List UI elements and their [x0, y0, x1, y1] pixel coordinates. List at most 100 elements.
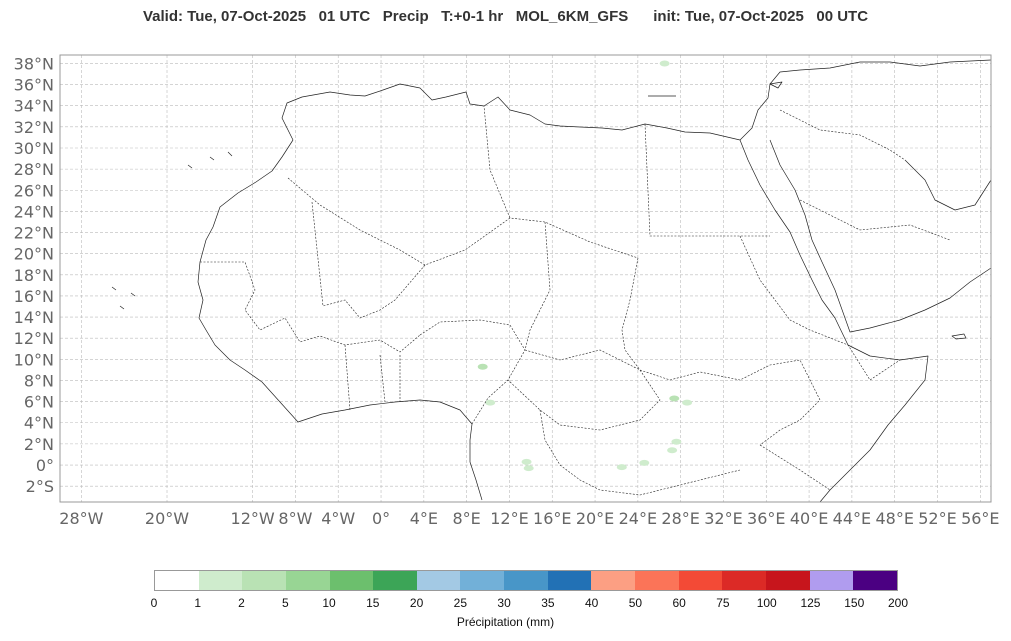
- country-borders: [200, 105, 951, 496]
- lon-tick-label: 48°E: [875, 509, 913, 528]
- colorbar-tick: 25: [453, 596, 468, 610]
- colorbar-tick: 150: [844, 596, 865, 610]
- precip-cell: [667, 447, 678, 454]
- precip-cell: [669, 395, 680, 402]
- colorbar-tick: 0: [150, 596, 158, 610]
- socotra: [951, 333, 967, 340]
- lat-tick-label: 38°N: [14, 54, 54, 73]
- coastlines: [111, 59, 992, 503]
- border-congo: [539, 409, 741, 496]
- colorbar-tick: 30: [497, 596, 511, 610]
- map-title: Valid: Tue, 07-Oct-2025 01 UTC Precip T:…: [142, 8, 869, 25]
- lon-tick-label: 28°E: [661, 509, 699, 528]
- lat-tick-label: 4°N: [24, 414, 54, 433]
- colorbar-segment: [285, 571, 330, 590]
- canary-islands: [187, 151, 233, 169]
- colorbar-title: Précipitation (mm): [456, 615, 555, 629]
- border-sudan-south: [669, 359, 821, 446]
- lon-tick-label: 52°E: [918, 509, 956, 528]
- border-mali: [311, 201, 426, 319]
- lon-tick-label: 8°W: [278, 509, 312, 528]
- lat-tick-label: 30°N: [14, 139, 54, 158]
- colorbar-segment: [373, 571, 417, 590]
- map-frame: [59, 54, 992, 503]
- border-algeria-libya: [483, 105, 511, 219]
- lat-tick-label: 32°N: [14, 118, 54, 137]
- border-east: [759, 444, 831, 491]
- coastline-north-africa: [281, 59, 992, 141]
- precip-cell: [659, 60, 670, 67]
- border-car: [507, 349, 661, 431]
- coastline-persian-gulf: [904, 159, 992, 211]
- lon-tick-label: 16°E: [533, 509, 571, 528]
- colorbar-segment: [242, 571, 286, 590]
- graticule: [60, 55, 991, 502]
- lat-tick-label: 12°N: [14, 329, 54, 348]
- precip-cell: [485, 399, 496, 406]
- precip-cell: [523, 465, 534, 472]
- lat-tick-label: 18°N: [14, 266, 54, 285]
- border-mauritania-mali: [287, 177, 639, 266]
- precip-cell: [477, 363, 488, 370]
- colorbar-segment: [547, 571, 592, 590]
- colorbar-tick: 40: [584, 596, 599, 610]
- lat-tick-label: 28°N: [14, 160, 54, 179]
- precipitation-cells: [477, 60, 693, 472]
- coastline-arabia: [769, 139, 992, 333]
- colorbar-segment: [416, 571, 461, 590]
- colorbar-segment: [809, 571, 854, 590]
- border-ethiopia: [739, 235, 901, 381]
- lat-tick-label: 8°N: [24, 371, 54, 390]
- colorbar-segment: [591, 571, 636, 590]
- colorbar-segment: [155, 571, 199, 590]
- border-libya-egypt: [644, 123, 770, 237]
- lon-tick-label: 56°E: [961, 509, 999, 528]
- precip-cell: [521, 458, 532, 465]
- colorbar-segment: [722, 571, 766, 590]
- lon-tick-label: 24°E: [619, 509, 657, 528]
- colorbar-segment: [635, 571, 679, 590]
- lon-tick-label: 20°E: [576, 509, 614, 528]
- colorbar-tick: 125: [800, 596, 821, 610]
- lat-tick-label: 20°N: [14, 245, 54, 264]
- coastline-red-sea-west: [739, 139, 849, 346]
- coastline-atlantic: [197, 139, 483, 501]
- cyprus: [769, 81, 783, 89]
- colorbar-segment: [504, 571, 548, 590]
- lon-tick-label: 12°E: [490, 509, 528, 528]
- lat-tick-label: 24°N: [14, 202, 54, 221]
- colorbar-tick: 10: [322, 596, 336, 610]
- precip-cell: [616, 464, 627, 471]
- colorbar-segment: [678, 571, 723, 590]
- colorbar-tick: 5: [281, 596, 289, 610]
- border-chad-sudan: [621, 257, 671, 381]
- colorbar-segment: [765, 571, 810, 590]
- colorbar-segment: [460, 571, 505, 590]
- colorbar-tick: 60: [672, 596, 686, 610]
- lon-tick-label: 40°E: [790, 509, 828, 528]
- colorbar-tick: 100: [756, 596, 777, 610]
- lat-tick-label: 2°N: [24, 435, 54, 454]
- precip-cell: [639, 459, 650, 466]
- lon-tick-label: 12°W: [231, 509, 275, 528]
- lat-tick-label: 6°N: [24, 393, 54, 412]
- precipitation-colorbar: [154, 570, 898, 591]
- lat-tick-label: 2°S: [26, 477, 54, 496]
- colorbar-tick: 35: [541, 596, 555, 610]
- colorbar-segment: [329, 571, 374, 590]
- colorbar-tick: 50: [628, 596, 643, 610]
- lat-tick-label: 10°N: [14, 350, 54, 369]
- colorbar-tick: 1: [194, 596, 202, 610]
- colorbar-tick: 2: [238, 596, 245, 610]
- lat-tick-label: 34°N: [14, 97, 54, 116]
- coastline-east-africa: [819, 344, 929, 503]
- lon-tick-label: 4°W: [321, 509, 355, 528]
- lon-tick-label: 20°W: [145, 509, 189, 528]
- colorbar-segment: [853, 571, 897, 590]
- lat-tick-label: 16°N: [14, 287, 54, 306]
- colorbar-tick: 15: [366, 596, 380, 610]
- lat-tick-label: 36°N: [14, 76, 54, 95]
- lon-tick-label: 36°E: [747, 509, 785, 528]
- colorbar-tick: 20: [409, 596, 424, 610]
